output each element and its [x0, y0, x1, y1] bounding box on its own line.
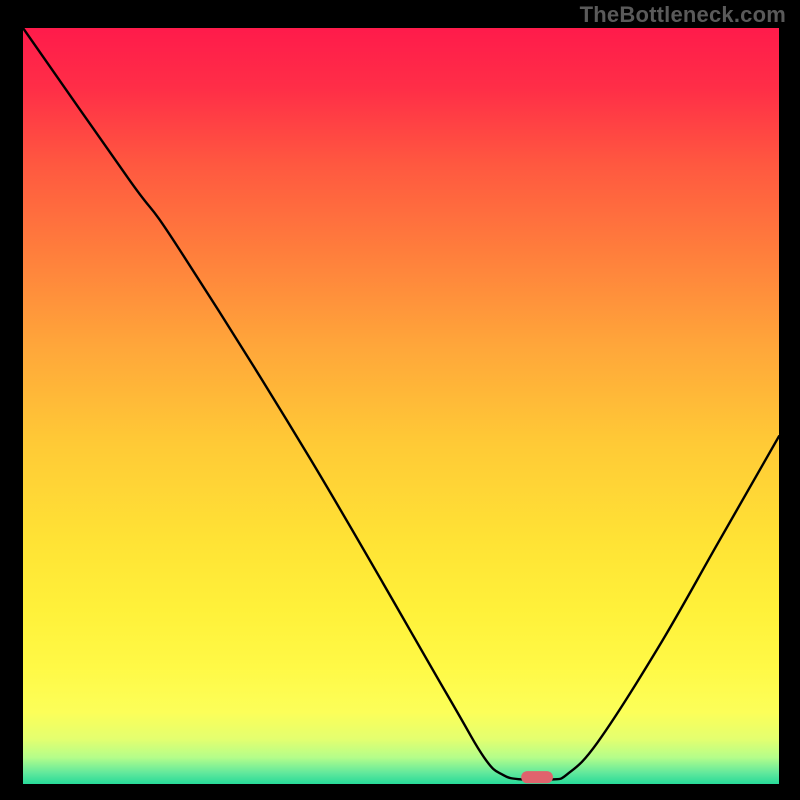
plot-area — [23, 28, 779, 784]
optimal-marker — [521, 771, 553, 783]
bottleneck-chart — [23, 28, 779, 784]
stage: TheBottleneck.com — [0, 0, 800, 800]
gradient-background — [23, 28, 779, 784]
watermark-text: TheBottleneck.com — [580, 2, 786, 28]
